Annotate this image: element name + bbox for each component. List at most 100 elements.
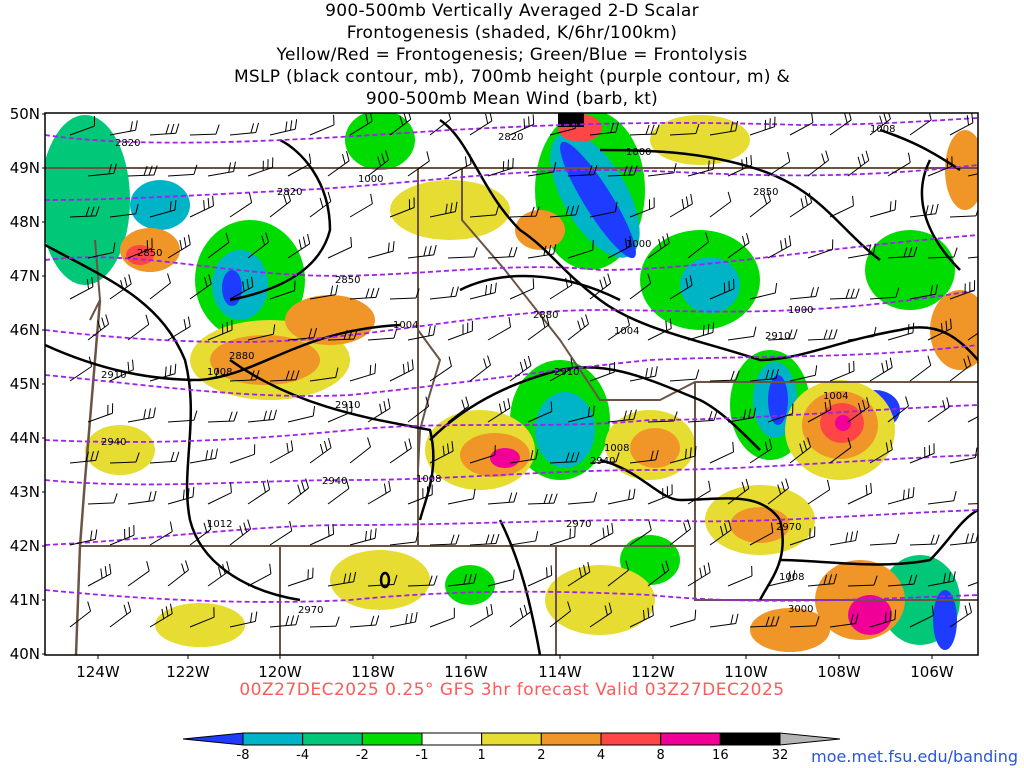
wind-barb-flag xyxy=(181,563,186,574)
isobar-label: 1004 xyxy=(393,320,418,331)
wind-barb xyxy=(207,570,230,587)
wind-barb xyxy=(549,367,573,382)
wind-barb xyxy=(869,449,893,464)
wind-barb-flag xyxy=(290,370,295,381)
wind-barb xyxy=(207,492,232,505)
wind-barb-flag xyxy=(935,203,939,214)
wind-barb xyxy=(167,244,191,259)
wind-barb-flag xyxy=(665,560,670,571)
wind-barb xyxy=(887,583,914,587)
frontogenesis-area xyxy=(730,507,790,543)
wind-barb-flag xyxy=(215,367,219,378)
wind-barb-flag xyxy=(375,615,380,626)
wind-barb xyxy=(709,379,737,382)
wind-barb xyxy=(407,405,430,423)
frontolysis-area xyxy=(560,141,636,259)
wind-barb-flag xyxy=(746,233,750,243)
wind-barb-flag xyxy=(953,247,958,258)
wind-barb xyxy=(69,366,92,382)
wind-barb-flag xyxy=(930,204,934,215)
wind-barb-flag xyxy=(485,285,488,296)
wind-barb-flag xyxy=(655,124,660,135)
colorbar-label: 8 xyxy=(657,748,665,763)
wind-barb-flag xyxy=(689,275,693,286)
wind-barb xyxy=(567,501,594,505)
wind-barb-flag xyxy=(385,150,389,161)
wind-barb xyxy=(727,417,754,423)
wind-barb-flag xyxy=(750,155,753,166)
frontolysis-area xyxy=(222,270,242,306)
wind-barb xyxy=(709,529,732,546)
wind-barb xyxy=(887,405,909,423)
frontolysis-area xyxy=(535,392,595,468)
wind-barb-flag xyxy=(490,604,493,615)
wind-barb-flag xyxy=(741,159,744,170)
wind-barb xyxy=(407,254,434,259)
wind-barb-flag xyxy=(913,574,918,585)
wind-barb xyxy=(509,215,537,218)
wind-barb-flag xyxy=(994,246,997,256)
wind-barb xyxy=(869,118,891,136)
wind-barb xyxy=(167,326,191,341)
wind-barb-flag xyxy=(535,206,540,217)
lon-label: 116W xyxy=(444,663,488,681)
wind-barb-flag xyxy=(332,524,335,535)
wind-barb-flag xyxy=(735,370,740,381)
wind-barb-flag xyxy=(965,533,969,544)
wind-barb xyxy=(767,579,794,587)
wind-barb-flag xyxy=(447,443,450,454)
wind-barb-flag xyxy=(953,490,957,501)
wind-barb-flag xyxy=(100,568,103,579)
wind-barb-flag xyxy=(699,567,703,578)
wind-barb-flag xyxy=(367,437,371,448)
wind-barb xyxy=(607,324,630,341)
wind-barb xyxy=(807,338,834,341)
wind-barb xyxy=(727,488,750,505)
lon-label: 120W xyxy=(258,663,302,681)
wind-barb-flag xyxy=(343,329,348,340)
wind-barb xyxy=(487,578,514,587)
wind-barb xyxy=(567,323,589,341)
wind-barb-flag xyxy=(483,358,488,369)
colorbar-label: 32 xyxy=(772,748,789,763)
wind-barb xyxy=(269,624,296,628)
wind-barb xyxy=(949,611,972,628)
wind-barb-flag xyxy=(970,533,974,543)
wind-barb-flag xyxy=(881,362,885,373)
wind-barb xyxy=(487,326,511,341)
wind-barb-flag xyxy=(650,124,655,135)
wind-barb xyxy=(469,214,496,218)
wind-barb-flag xyxy=(387,398,391,409)
wind-barb-flag xyxy=(810,287,815,298)
wind-barb xyxy=(527,411,552,423)
wind-barb-flag xyxy=(673,411,678,422)
wind-barb-flag xyxy=(530,206,535,217)
lat-label: 46N xyxy=(10,321,40,339)
wind-barb-flag xyxy=(707,562,711,573)
wind-barb-flag xyxy=(294,119,298,130)
isobar-label: 1000 xyxy=(626,239,651,250)
wind-barb xyxy=(749,292,776,300)
wind-barb xyxy=(109,129,136,136)
wind-barb-flag xyxy=(254,611,258,622)
colorbar-box xyxy=(540,732,602,746)
lon-label: 108W xyxy=(817,663,861,681)
wind-barb xyxy=(687,332,714,341)
wind-barb-flag xyxy=(833,329,838,339)
wind-barb xyxy=(869,209,896,218)
lon-label: 110W xyxy=(724,663,768,681)
wind-barb-flag xyxy=(683,522,688,533)
wind-barb-flag xyxy=(233,161,236,172)
wind-barb xyxy=(447,330,473,341)
wind-barb-flag xyxy=(308,328,313,339)
wind-barb-flag xyxy=(247,519,252,530)
wind-barb-flag xyxy=(719,525,724,536)
wind-barb xyxy=(109,213,136,218)
wind-barb-flag xyxy=(407,361,410,372)
wind-barb-flag xyxy=(784,237,787,248)
wind-barb-flag xyxy=(370,288,375,298)
wind-barb-flag xyxy=(799,443,804,454)
wind-barb xyxy=(669,284,693,300)
wind-barb-flag xyxy=(753,407,757,418)
wind-barb xyxy=(367,490,391,505)
